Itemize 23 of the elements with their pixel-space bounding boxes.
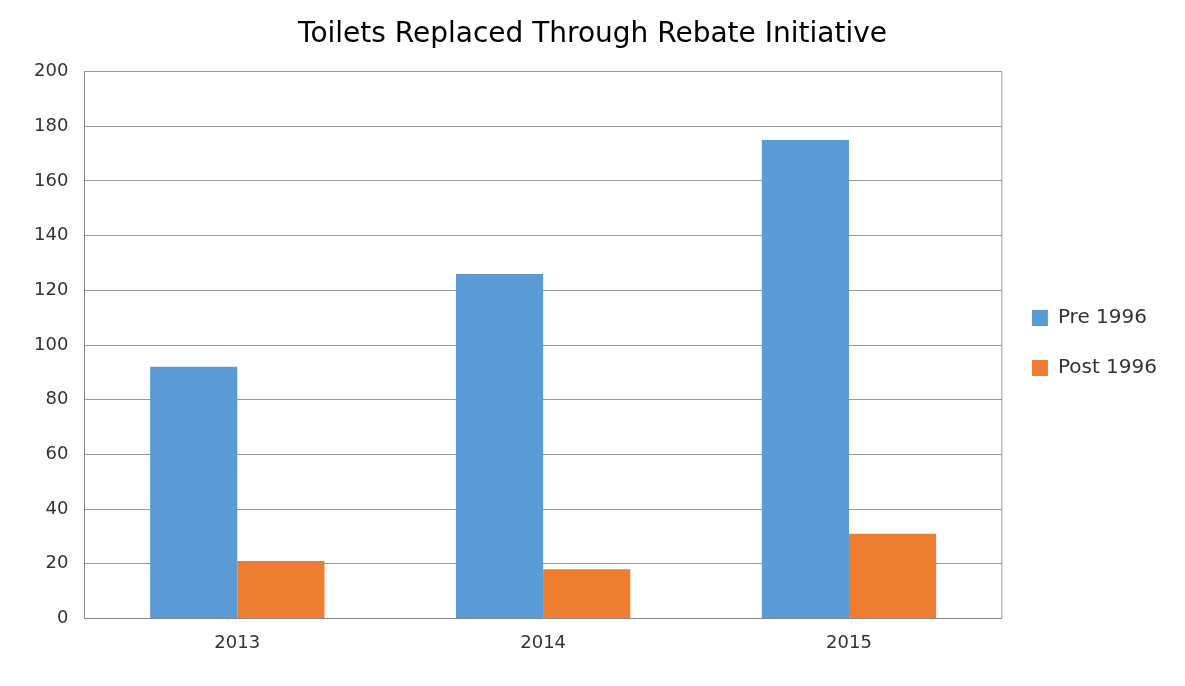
y-tick-label: 200 [34,59,69,81]
y-tick-label: 20 [45,551,69,573]
y-tick-label: 80 [45,387,69,409]
y-tick-label: 120 [34,277,69,299]
x-tick-label: 2013 [214,630,261,652]
chart-title: Toilets Replaced Through Rebate Initiative [297,16,887,50]
y-tick-label: 0 [56,606,69,628]
legend-label: Pre 1996 [1057,304,1147,329]
y-tick-label: 180 [34,113,69,135]
bar [455,273,544,618]
x-tick-label: 2014 [520,630,567,652]
bar [848,533,937,618]
x-tick-label: 2015 [826,630,872,652]
y-tick-label: 60 [45,442,69,464]
legend-label: Post 1996 [1057,354,1158,379]
y-tick-label: 140 [34,223,69,245]
y-tick-label: 160 [34,168,69,190]
bar [543,569,631,618]
bar [150,366,238,618]
y-tick-label: 40 [45,496,69,518]
y-tick-label: 100 [34,332,69,354]
bar [761,139,849,618]
bar [237,560,325,618]
